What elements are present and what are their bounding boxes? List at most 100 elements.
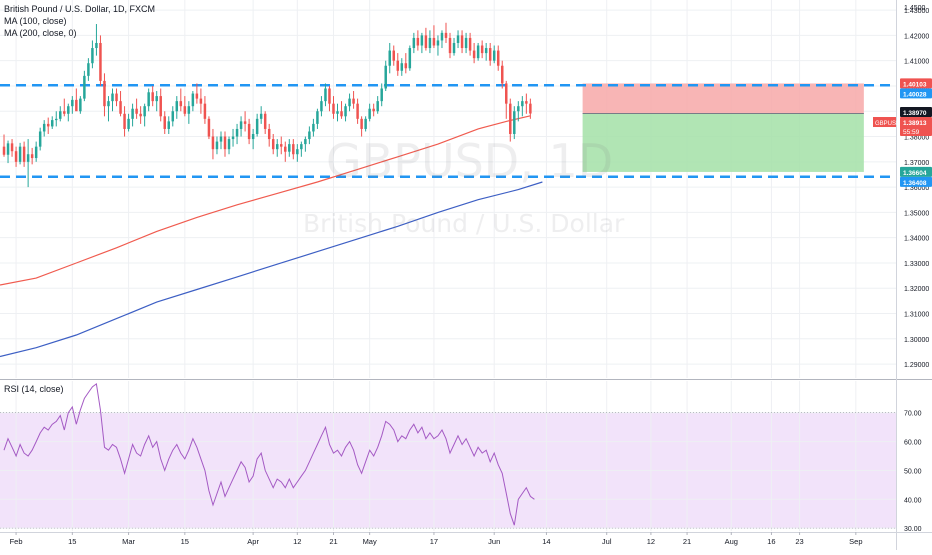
candle-body — [308, 131, 311, 140]
candle — [211, 128, 215, 160]
price-tick-label: 1.34000 — [904, 236, 929, 243]
candle-body — [525, 101, 528, 104]
candle — [255, 113, 259, 137]
candle — [336, 103, 339, 122]
date-tick-label: 12 — [293, 537, 301, 546]
rsi-legend: RSI (14, close) — [4, 384, 64, 394]
candle — [247, 118, 251, 145]
candle — [34, 141, 38, 162]
candle-body — [509, 103, 512, 135]
candle — [30, 147, 34, 165]
price-label: 1.36604 — [900, 166, 932, 177]
candle — [119, 91, 122, 117]
candle-body — [147, 92, 150, 107]
candle-body — [95, 42, 98, 49]
price-tick-label: 1.38000 — [904, 135, 929, 142]
candle-body — [167, 121, 170, 129]
candle — [18, 142, 22, 165]
date-tick-label: 17 — [430, 537, 438, 546]
candle — [231, 128, 235, 147]
price-label-value: 1.36408 — [903, 180, 927, 187]
candle — [312, 118, 315, 137]
candle — [352, 91, 355, 109]
candle-body — [143, 106, 146, 117]
rsi-line — [3, 383, 535, 526]
candle — [328, 85, 331, 112]
candle — [187, 101, 191, 124]
rsi-tick-label: 30.00 — [904, 526, 922, 533]
candle-body — [259, 113, 263, 119]
price-label: GBPUSD 1.38913 55:59 — [873, 117, 932, 137]
candle — [340, 101, 343, 119]
candle-body — [99, 42, 102, 81]
candle-body — [219, 136, 223, 142]
candle-body — [6, 143, 10, 155]
date-tick-label: Sep — [849, 537, 862, 546]
candle — [396, 53, 400, 76]
date-tick-label: Jun — [488, 537, 500, 546]
candle — [513, 106, 516, 140]
price-tick-label: 1.29000 — [904, 362, 929, 369]
candle-body — [107, 101, 110, 107]
candle-body — [199, 98, 203, 104]
candle — [476, 42, 480, 61]
candle-body — [231, 136, 235, 140]
stop-loss-zone — [582, 83, 864, 114]
chart-title: British Pound / U.S. Dollar, 1D, FXCM — [4, 4, 156, 14]
candle-body — [155, 96, 158, 102]
candle-body — [251, 134, 255, 140]
candle — [127, 113, 130, 132]
symbol-tag: GBPUSD — [875, 121, 901, 127]
candle-body — [284, 146, 287, 152]
candle — [207, 116, 211, 140]
candle-body — [452, 42, 456, 54]
candle — [284, 141, 287, 162]
candle — [505, 80, 508, 119]
candle — [529, 98, 532, 119]
candle-body — [215, 141, 219, 150]
candle — [500, 60, 504, 89]
candle — [143, 103, 146, 127]
candle-body — [496, 50, 500, 66]
candle-body — [151, 92, 154, 102]
candle — [275, 139, 279, 157]
candle — [364, 116, 367, 132]
candle — [332, 96, 335, 119]
candle-body — [239, 121, 243, 129]
candle — [316, 108, 319, 129]
candle — [243, 111, 247, 132]
candle-body — [123, 113, 126, 129]
date-tick-label: Jul — [602, 537, 612, 546]
candle — [6, 140, 10, 164]
candle-body — [227, 139, 231, 150]
candle — [300, 141, 303, 157]
rsi-tick-label: 60.00 — [904, 440, 922, 447]
candle — [344, 103, 347, 122]
candle-body — [396, 60, 400, 71]
candle — [468, 32, 472, 56]
candle — [75, 88, 78, 112]
price-tick-label: 1.31000 — [904, 312, 929, 319]
candle — [517, 101, 520, 122]
candle — [388, 42, 391, 74]
date-tick-label: 23 — [795, 537, 803, 546]
rsi-tick-label: 50.00 — [904, 468, 922, 475]
price-tick-label: 1.30000 — [904, 337, 929, 344]
candle-body — [2, 146, 6, 155]
candle-body — [324, 88, 327, 102]
candle-body — [79, 98, 82, 112]
candle — [376, 96, 379, 114]
candle — [280, 136, 283, 155]
price-tick-label: 1.33000 — [904, 261, 929, 268]
candle-body — [412, 37, 416, 49]
candle — [131, 103, 134, 127]
candle-body — [280, 144, 283, 147]
candle — [155, 91, 158, 112]
candle — [432, 25, 436, 49]
candle-body — [119, 101, 122, 114]
candle — [525, 93, 528, 114]
candle-body — [171, 111, 175, 122]
candle — [55, 111, 58, 127]
price-tick-label: 1.36000 — [904, 185, 929, 192]
